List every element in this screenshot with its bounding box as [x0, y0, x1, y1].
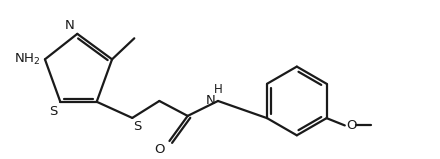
Text: N: N — [64, 19, 74, 32]
Text: O: O — [154, 143, 165, 156]
Text: NH$_2$: NH$_2$ — [14, 52, 40, 67]
Text: H: H — [213, 83, 222, 96]
Text: O: O — [346, 119, 356, 132]
Text: N: N — [206, 94, 216, 107]
Text: S: S — [49, 105, 57, 118]
Text: S: S — [133, 120, 142, 133]
